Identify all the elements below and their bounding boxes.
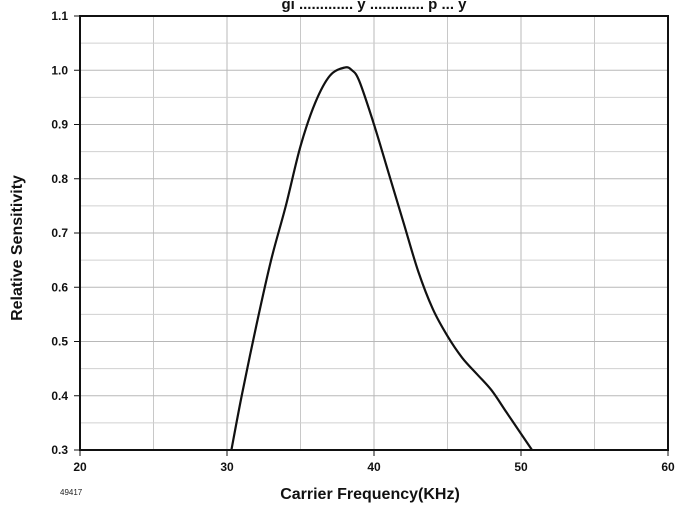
y-axis-tick-label: 0.9 (51, 118, 68, 132)
y-axis-tick-label: 0.7 (51, 226, 68, 240)
series-layer (230, 66, 534, 450)
y-axis-tick-label: 0.6 (51, 280, 68, 294)
sensitivity-series-line (230, 66, 534, 450)
y-axis-tick-label: 0.5 (51, 335, 68, 349)
x-axis-tick-label: 50 (514, 460, 528, 474)
chart-title: gi ............. y ............. p ... y (281, 0, 467, 13)
y-axis-tick-label: 0.4 (51, 389, 68, 403)
y-axis-tick-label: 0.3 (51, 443, 68, 457)
x-axis-tick-label: 20 (73, 460, 87, 474)
y-axis-tick-label: 0.8 (51, 172, 68, 186)
grid-layer (80, 16, 668, 450)
x-axis-tick-label: 30 (220, 460, 234, 474)
x-axis-tick-label: 40 (367, 460, 381, 474)
x-axis-label: Carrier Frequency(KHz) (280, 486, 460, 503)
figure-code-label: 49417 (60, 488, 83, 497)
y-axis-label: Relative Sensitivity (9, 175, 26, 321)
tick-layer: 20 30 40 50 60 0.3 0.4 0.5 0.6 0.7 0.8 0.9 1.0 1.1 (51, 9, 675, 474)
x-axis-tick-label: 60 (661, 460, 675, 474)
y-axis-tick-label: 1.1 (51, 9, 68, 23)
y-axis-tick-label: 1.0 (51, 63, 68, 77)
